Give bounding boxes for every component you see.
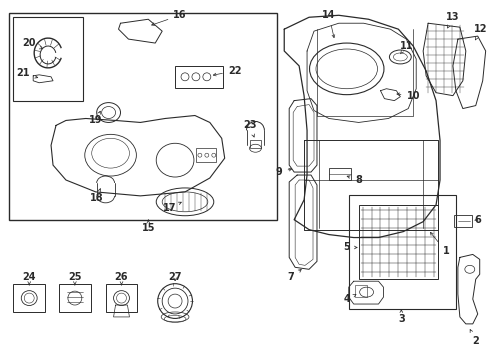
Text: 13: 13 bbox=[445, 12, 459, 28]
Text: 9: 9 bbox=[275, 167, 291, 177]
Text: 8: 8 bbox=[346, 175, 361, 185]
Text: 15: 15 bbox=[141, 220, 155, 233]
Text: 19: 19 bbox=[89, 111, 102, 126]
Bar bbox=[13, 284, 45, 312]
Bar bbox=[348, 195, 455, 309]
Text: 22: 22 bbox=[213, 66, 241, 76]
Text: 12: 12 bbox=[473, 24, 487, 40]
Text: 11: 11 bbox=[399, 41, 412, 54]
Bar bbox=[249, 140, 261, 148]
Text: 25: 25 bbox=[68, 272, 81, 285]
Bar bbox=[328, 168, 350, 180]
Bar bbox=[9, 13, 277, 220]
Bar bbox=[354, 285, 366, 297]
Text: 18: 18 bbox=[90, 189, 103, 203]
Text: 20: 20 bbox=[22, 38, 42, 49]
Bar bbox=[105, 284, 137, 312]
Bar bbox=[13, 17, 82, 100]
Text: 14: 14 bbox=[322, 10, 335, 37]
Text: 26: 26 bbox=[115, 272, 128, 285]
Text: 7: 7 bbox=[287, 270, 301, 282]
Text: 17: 17 bbox=[163, 202, 181, 213]
Text: 3: 3 bbox=[397, 310, 404, 324]
Text: 21: 21 bbox=[17, 68, 38, 78]
Text: 1: 1 bbox=[429, 232, 448, 256]
Text: 23: 23 bbox=[242, 121, 256, 137]
Text: 4: 4 bbox=[343, 294, 355, 304]
Text: 10: 10 bbox=[396, 91, 419, 101]
Text: 6: 6 bbox=[473, 215, 480, 225]
Bar bbox=[175, 66, 222, 88]
Text: 24: 24 bbox=[22, 272, 36, 285]
Bar bbox=[196, 148, 215, 162]
Bar bbox=[453, 215, 471, 227]
Text: 5: 5 bbox=[343, 243, 356, 252]
Text: 27: 27 bbox=[168, 272, 182, 282]
Text: 2: 2 bbox=[469, 329, 478, 346]
Text: 16: 16 bbox=[151, 10, 186, 26]
Bar bbox=[358, 205, 437, 279]
Bar bbox=[59, 284, 91, 312]
